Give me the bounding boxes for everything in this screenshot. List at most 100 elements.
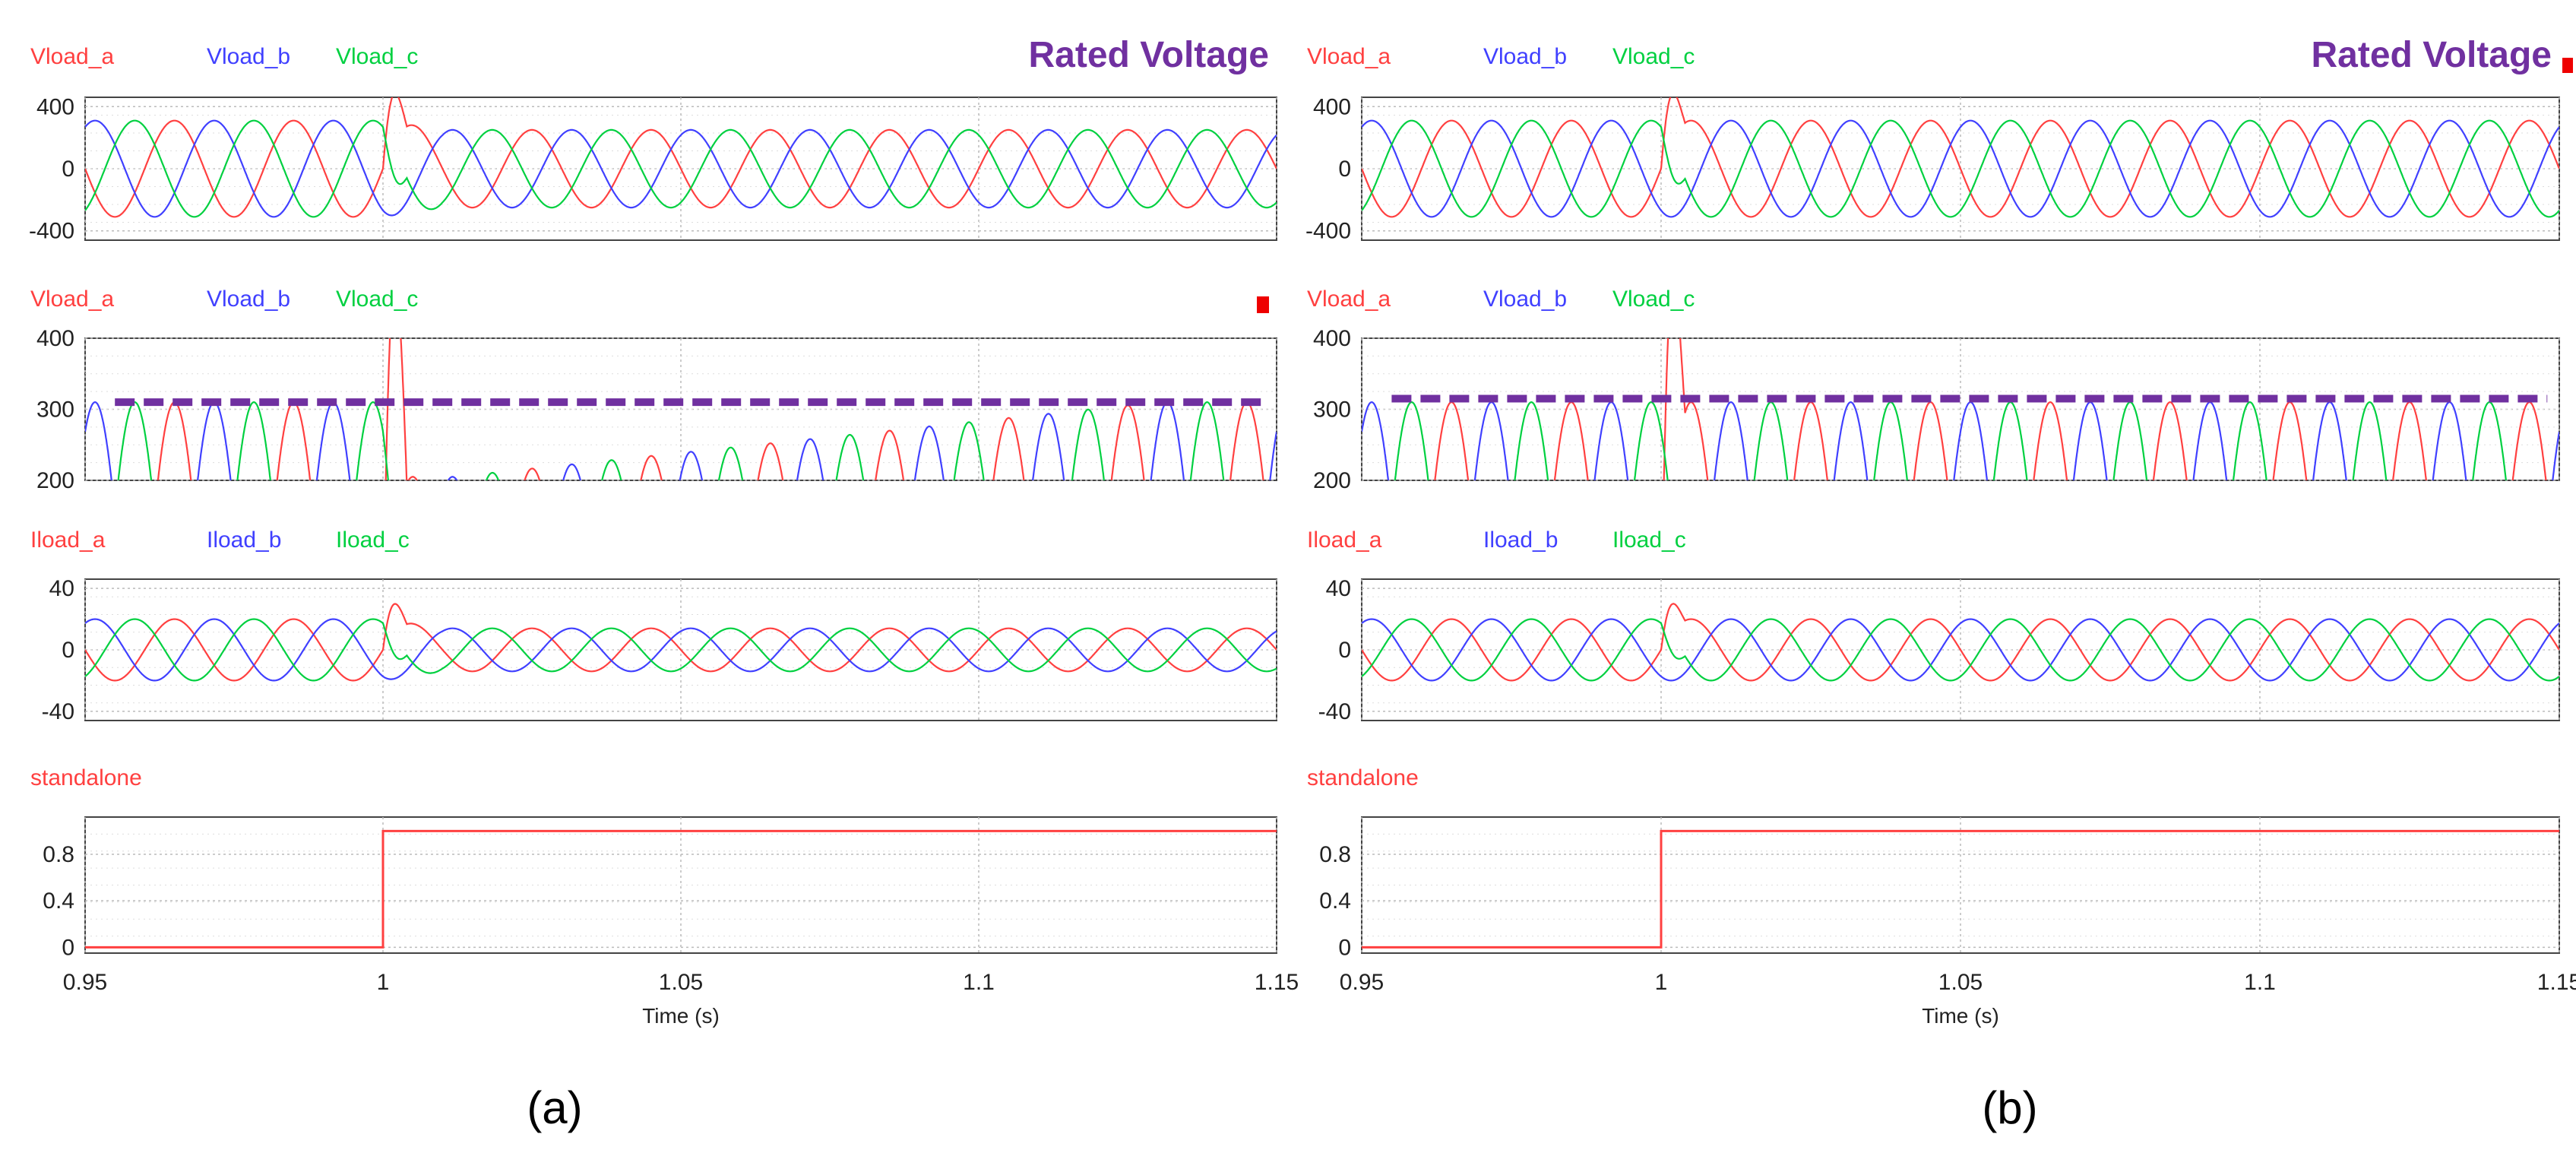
figure-caption: (b) (1982, 1082, 2037, 1133)
series-label-vload-b: Vload_b (1483, 44, 1567, 69)
trace-iload-c (85, 618, 1277, 682)
trace-vload-a (85, 97, 1277, 218)
y-tick-label: 0.8 (1319, 842, 1351, 867)
y-tick-label: 200 (1313, 468, 1351, 493)
x-tick-label: 1.05 (1938, 970, 1983, 995)
series-label-vload-a: Vload_a (1307, 287, 1391, 312)
traces (85, 829, 1277, 949)
traces (85, 97, 1277, 218)
y-tick-label: 0.8 (43, 842, 74, 867)
traces (1362, 97, 2559, 218)
y-tick-label: 200 (36, 468, 74, 493)
y-tick-label: 0 (62, 638, 74, 663)
panel-vload-wave: 400 0 -400 Vload_a Vload_b Vload_c (29, 44, 1277, 244)
y-tick-label: 0 (1338, 157, 1351, 182)
trace-vload-a (1362, 97, 2559, 218)
trace-vload-c (85, 119, 1277, 218)
x-tick-label: 1.15 (1255, 970, 1299, 995)
x-tick-label: 0.95 (63, 970, 107, 995)
series-label-vload-b: Vload_b (207, 287, 290, 312)
panel-iload-wave: 40 0 -40 Iload_a Iload_b Iload_c (30, 527, 1277, 724)
y-tick-label: 300 (1313, 398, 1351, 423)
trace-vload-a (157, 338, 1264, 480)
trace-vload-c (1394, 401, 2508, 480)
marker-square (1257, 296, 1269, 313)
series-label-iload-a: Iload_a (30, 527, 106, 553)
x-tick-label: 1.15 (2537, 970, 2576, 995)
x-axis-label: Time (s) (642, 1004, 720, 1028)
x-tick-label: 1 (377, 970, 390, 995)
panel-standalone: 0.8 0.4 0 standalone (1307, 765, 2560, 960)
series-label-iload-b: Iload_b (207, 527, 281, 553)
figure-caption: (a) (527, 1082, 582, 1133)
y-tick-label: 0 (1338, 935, 1351, 960)
y-tick-label: -400 (29, 219, 74, 244)
panel-vload-wave: 400 0 -400 Vload_a Vload_b Vload_c (1305, 44, 2560, 244)
series-label-vload-a: Vload_a (1307, 44, 1391, 69)
y-tick-label: 400 (1313, 94, 1351, 119)
trace-standalone (1362, 829, 2559, 949)
y-tick-label: -400 (1305, 219, 1351, 244)
rated-voltage-annotation: Rated Voltage (2312, 35, 2552, 75)
trace-vload-c (1362, 119, 2559, 218)
y-tick-label: 400 (1313, 326, 1351, 351)
series-label-iload-c: Iload_c (1612, 527, 1686, 553)
series-label-vload-c: Vload_c (1612, 44, 1695, 69)
panel-vload-zoom: 400 300 200 Vload_a Vload_b Vload_c (1307, 287, 2560, 493)
marker-square (2562, 58, 2573, 73)
series-label-vload-b: Vload_b (1483, 287, 1567, 312)
y-tick-label: 0.4 (1319, 889, 1351, 914)
series-label-vload-a: Vload_a (30, 44, 114, 69)
traces (85, 338, 1277, 480)
series-label-iload-b: Iload_b (1483, 527, 1558, 553)
y-tick-label: -40 (1318, 699, 1351, 724)
trace-vload-c (117, 401, 1225, 480)
panel-vload-zoom: 400 300 200 Vload_a Vload_b Vload_c (30, 287, 1277, 493)
trace-vload-b (1362, 119, 2559, 218)
y-tick-label: -40 (42, 699, 74, 724)
trace-vload-a (1434, 338, 2547, 480)
traces (1362, 603, 2559, 682)
series-label-iload-c: Iload_c (336, 527, 410, 553)
x-axis-label: Time (s) (1922, 1004, 1999, 1028)
trace-iload-b (85, 618, 1277, 682)
trace-vload-b (1362, 401, 2559, 480)
y-tick-label: 400 (36, 326, 74, 351)
panel-standalone: 0.8 0.4 0 standalone (30, 765, 1277, 960)
x-tick-label: 1.1 (2244, 970, 2276, 995)
series-label-vload-c: Vload_c (336, 287, 418, 312)
traces (1362, 338, 2559, 480)
x-tick-label: 1 (1655, 970, 1668, 995)
trace-standalone (85, 829, 1277, 949)
traces (1362, 829, 2559, 949)
series-label-iload-a: Iload_a (1307, 527, 1382, 553)
series-label-standalone: standalone (30, 765, 142, 790)
traces (85, 603, 1277, 682)
trace-vload-b (85, 401, 1277, 480)
y-tick-label: 0 (62, 157, 74, 182)
trace-iload-a (1362, 603, 2559, 682)
series-label-vload-c: Vload_c (336, 44, 418, 69)
y-tick-label: 40 (1326, 576, 1351, 601)
trace-vload-b (85, 119, 1277, 218)
series-label-vload-c: Vload_c (1612, 287, 1695, 312)
series-label-vload-a: Vload_a (30, 287, 114, 312)
x-tick-label: 1.05 (659, 970, 703, 995)
y-tick-label: 40 (49, 576, 74, 601)
series-label-vload-b: Vload_b (207, 44, 290, 69)
x-tick-label: 0.95 (1340, 970, 1384, 995)
x-tick-label: 1.1 (963, 970, 995, 995)
series-label-standalone: standalone (1307, 765, 1419, 790)
trace-iload-c (1362, 618, 2559, 682)
y-tick-label: 400 (36, 94, 74, 119)
y-tick-label: 0.4 (43, 889, 74, 914)
rated-voltage-annotation: Rated Voltage (1029, 35, 1270, 75)
y-tick-label: 300 (36, 398, 74, 423)
trace-iload-b (1362, 618, 2559, 682)
panel-iload-wave: 40 0 -40 Iload_a Iload_b Iload_c (1307, 527, 2560, 724)
y-tick-label: 0 (1338, 638, 1351, 663)
trace-iload-a (85, 603, 1277, 682)
